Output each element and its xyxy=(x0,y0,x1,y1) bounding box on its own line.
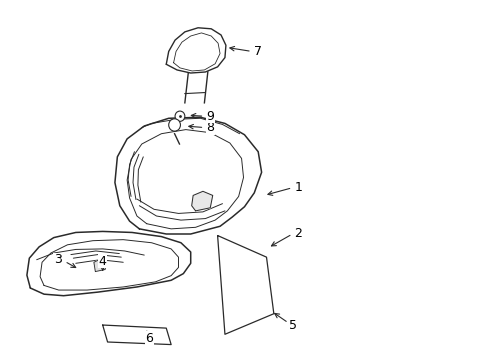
Polygon shape xyxy=(102,325,171,345)
Text: 5: 5 xyxy=(289,319,297,332)
Text: 3: 3 xyxy=(54,253,61,266)
Text: 2: 2 xyxy=(294,228,302,240)
Polygon shape xyxy=(217,235,273,334)
Polygon shape xyxy=(115,117,261,234)
Polygon shape xyxy=(191,191,212,211)
Text: 8: 8 xyxy=(206,121,214,134)
Polygon shape xyxy=(94,259,106,271)
Text: 7: 7 xyxy=(254,45,262,58)
Text: 1: 1 xyxy=(294,181,302,194)
Polygon shape xyxy=(27,231,190,296)
Text: 9: 9 xyxy=(206,110,214,123)
Polygon shape xyxy=(166,28,225,73)
Circle shape xyxy=(168,119,180,131)
Text: 6: 6 xyxy=(145,332,153,345)
Circle shape xyxy=(175,111,184,121)
Text: 4: 4 xyxy=(99,255,106,268)
